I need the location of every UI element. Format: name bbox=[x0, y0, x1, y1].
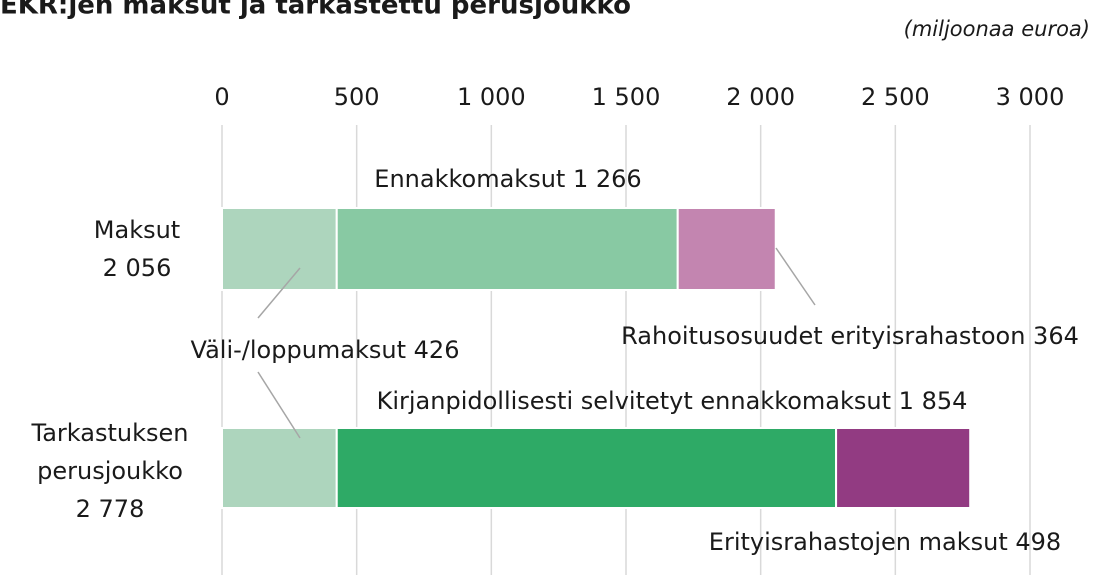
leader-line bbox=[775, 247, 816, 306]
segment-value: 498 bbox=[1015, 528, 1061, 556]
chart-title: EKR:jen maksut ja tarkastettu perusjoukk… bbox=[0, 0, 631, 21]
category-label: Maksut 2 056 bbox=[47, 211, 227, 287]
segment-value: 1 266 bbox=[573, 165, 642, 193]
segment-label: Kirjanpidollisesti selvitetyt ennakkomak… bbox=[377, 387, 968, 415]
segment-label: Väli-/loppumaksut 426 bbox=[191, 336, 460, 364]
segment-value: 426 bbox=[414, 336, 460, 364]
leader-line bbox=[257, 267, 301, 319]
segment-name: Rahoitusosuudet erityisrahastoon bbox=[621, 322, 1025, 350]
segment-label: Ennakkomaksut 1 266 bbox=[374, 165, 641, 193]
segment-value: 1 854 bbox=[899, 387, 968, 415]
x-tick-label: 0 bbox=[214, 83, 229, 111]
x-tick-label: 3 000 bbox=[996, 83, 1065, 111]
segment-name: Ennakkomaksut bbox=[374, 165, 565, 193]
segment-name: Kirjanpidollisesti selvitetyt ennakkomak… bbox=[377, 387, 891, 415]
segment-name: Erityisrahastojen maksut bbox=[709, 528, 1008, 556]
bar-segment bbox=[835, 427, 972, 509]
category-name: Maksut bbox=[93, 216, 181, 244]
x-tick-label: 1 500 bbox=[592, 83, 661, 111]
bar-segment bbox=[335, 207, 679, 291]
bar-segment bbox=[221, 427, 338, 509]
x-tick-label: 2 000 bbox=[726, 83, 795, 111]
segment-label: Erityisrahastojen maksut 498 bbox=[709, 528, 1061, 556]
segment-name: Väli-/loppumaksut bbox=[191, 336, 406, 364]
bar-segment bbox=[335, 427, 838, 509]
chart-subtitle: (miljoonaa euroa) bbox=[904, 17, 1090, 41]
bar-segment bbox=[676, 207, 777, 291]
x-tick-label: 1 000 bbox=[457, 83, 526, 111]
segment-label: Rahoitusosuudet erityisrahastoon 364 bbox=[621, 322, 1079, 350]
bar-segment bbox=[221, 207, 338, 291]
category-name: Tarkastuksen perusjoukko bbox=[31, 419, 189, 485]
category-total: 2 778 bbox=[75, 495, 145, 523]
x-tick-label: 500 bbox=[334, 83, 380, 111]
leader-line bbox=[257, 371, 301, 439]
category-total: 2 056 bbox=[102, 254, 172, 282]
segment-value: 364 bbox=[1033, 322, 1079, 350]
category-label: Tarkastuksen perusjoukko 2 778 bbox=[20, 414, 200, 528]
x-tick-label: 2 500 bbox=[861, 83, 930, 111]
